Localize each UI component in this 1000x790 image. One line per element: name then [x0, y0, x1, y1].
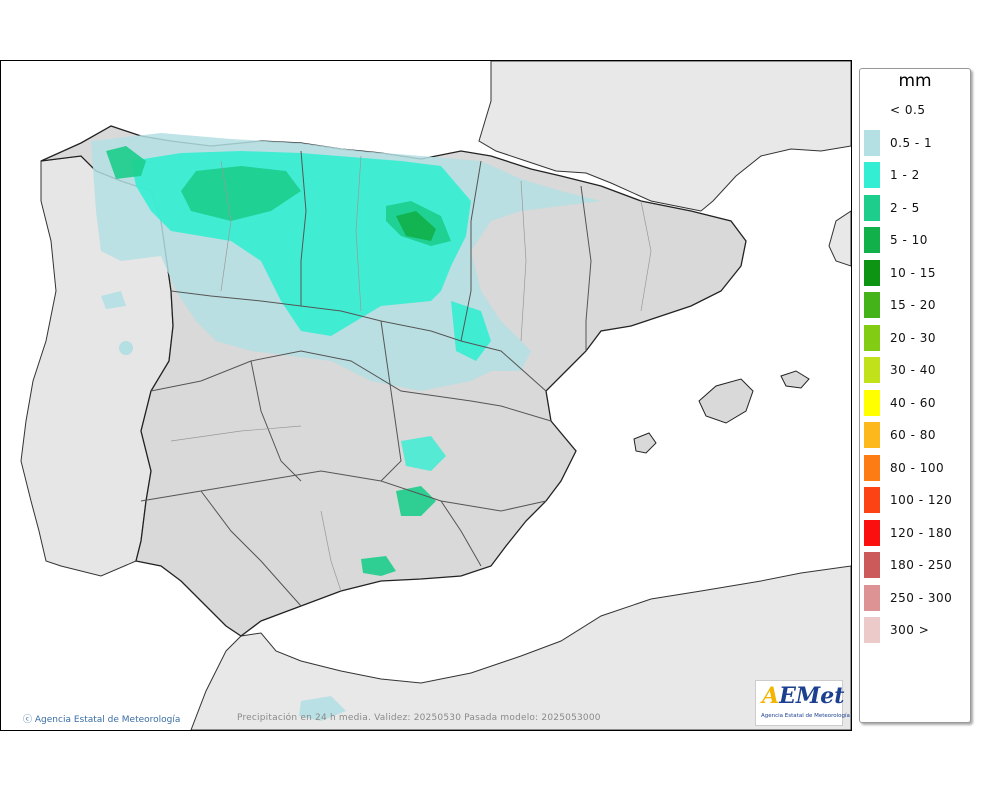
legend-swatch — [864, 389, 880, 416]
legend-label: 250 - 300 — [890, 590, 953, 605]
precip-2-5-south — [396, 486, 436, 516]
legend-item: 180 - 250 — [864, 552, 968, 578]
precip-2-5-galicia — [106, 146, 146, 179]
legend-swatch — [864, 487, 880, 513]
legend-label: 10 - 15 — [890, 265, 936, 280]
legend-item: 250 - 300 — [864, 584, 968, 611]
legend-label: 40 - 60 — [890, 395, 936, 410]
legend-label: 15 - 20 — [890, 298, 936, 312]
precip-1-2-se — [401, 436, 446, 471]
logo-wordmark: AEMet — [762, 683, 845, 709]
legend-label: 30 - 40 — [890, 363, 936, 377]
precip-0.5-1-west — [101, 291, 126, 309]
legend-swatch — [864, 552, 880, 578]
legend-label: 20 - 30 — [890, 330, 936, 345]
africa-land — [190, 565, 851, 730]
legend-label: 180 - 250 — [890, 558, 953, 572]
legend-swatch — [864, 357, 880, 383]
legend-swatch — [864, 422, 880, 448]
legend-label: 120 - 180 — [890, 525, 953, 540]
legend-item: 40 - 60 — [864, 389, 968, 416]
province-borders — [170, 155, 652, 592]
legend-title: mm — [898, 71, 932, 91]
aemet-logo: AEMet Agencia Estatal de Meteorología — [755, 680, 850, 726]
legend-item: 10 - 15 — [864, 259, 968, 286]
legend-item: 1 - 2 — [864, 162, 968, 188]
legend-swatch — [864, 129, 880, 156]
legend-label: 100 - 120 — [890, 493, 953, 507]
legend-label: 60 - 80 — [890, 428, 936, 442]
legend-item: < 0.5 — [864, 97, 968, 123]
legend-item: 2 - 5 — [864, 194, 968, 221]
island-mallorca — [698, 378, 754, 424]
france-land — [478, 61, 851, 212]
legend-item: 20 - 30 — [864, 324, 968, 351]
logo-subtitle: Agencia Estatal de Meteorología — [761, 713, 850, 719]
legend-item: 15 - 20 — [864, 292, 968, 318]
island-menorca — [780, 370, 810, 389]
legend: mm < 0.5 0.5 - 1 1 - 2 2 - 5 5 - 10 10 - 15 15… — [859, 68, 971, 723]
legend-item: 300 > — [864, 617, 968, 643]
legend-item: 120 - 180 — [864, 519, 968, 546]
copyright-icon: ⓒ — [23, 715, 33, 725]
precip-field — [91, 133, 601, 721]
legend-item: 60 - 80 — [864, 422, 968, 448]
legend-item: 5 - 10 — [864, 227, 968, 253]
legend-item: 30 - 40 — [864, 357, 968, 383]
precip-0.5-1-spot — [119, 341, 133, 355]
legend-swatch — [864, 519, 880, 546]
legend-swatch — [864, 324, 880, 351]
legend-label: 300 > — [890, 623, 930, 637]
legend-item: 100 - 120 — [864, 487, 968, 513]
legend-label: 0.5 - 1 — [890, 135, 933, 150]
map-caption: Precipitación en 24 h media. Validez: 20… — [237, 713, 601, 723]
legend-swatch — [864, 617, 880, 643]
legend-label: < 0.5 — [890, 103, 926, 117]
precip-2-5-sierra — [361, 556, 396, 576]
legend-item: 80 - 100 — [864, 454, 968, 481]
precip-0.5-1-africa — [299, 696, 346, 721]
region-borders — [140, 150, 592, 607]
copyright-text: ⓒ Agencia Estatal de Meteorología — [23, 712, 180, 725]
legend-label: 2 - 5 — [890, 200, 920, 215]
legend-swatch — [864, 162, 880, 188]
legend-item: 0.5 - 1 — [864, 129, 968, 156]
map-svg — [1, 61, 851, 730]
legend-label: 1 - 2 — [890, 168, 920, 182]
precipitation-map: ⓒ Agencia Estatal de Meteorología Precip… — [0, 60, 852, 731]
legend-swatch — [864, 454, 880, 481]
legend-swatch — [864, 584, 880, 611]
legend-label: 5 - 10 — [890, 233, 928, 247]
legend-swatch — [864, 227, 880, 253]
copyright-label: Agencia Estatal de Meteorología — [34, 715, 181, 725]
legend-swatch — [864, 292, 880, 318]
legend-swatch — [864, 259, 880, 286]
precip-2-5 — [181, 166, 301, 221]
legend-swatch — [864, 97, 880, 123]
legend-label: 80 - 100 — [890, 460, 945, 475]
island-ibiza — [633, 432, 657, 454]
precip-5-10 — [396, 211, 436, 241]
legend-swatch — [864, 194, 880, 221]
island-sardinia — [828, 210, 851, 267]
